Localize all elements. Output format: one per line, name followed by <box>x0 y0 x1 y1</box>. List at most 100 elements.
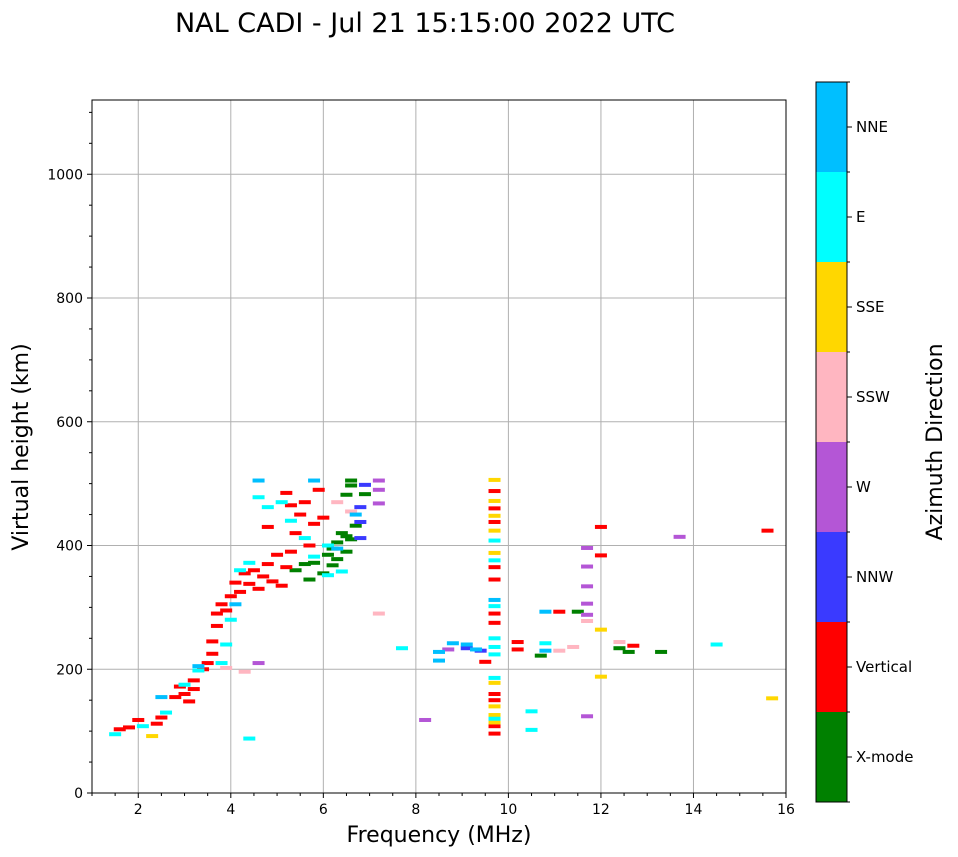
echo-mark-x-mode <box>345 483 358 488</box>
echo-mark-vertical <box>488 611 501 616</box>
echo-mark-w <box>372 501 385 506</box>
echo-mark-ssw <box>345 509 358 514</box>
echo-mark-e <box>192 668 205 673</box>
echo-mark-vertical <box>594 524 607 529</box>
echo-mark-ssw <box>331 500 344 505</box>
echo-mark-e <box>525 709 538 714</box>
echo-mark-vertical <box>187 687 200 692</box>
echo-mark-sse <box>488 720 501 725</box>
data-marks <box>109 477 779 741</box>
echo-mark-e <box>710 642 723 647</box>
echo-mark-sse <box>594 627 607 632</box>
echo-mark-w <box>581 601 594 606</box>
echo-mark-vertical <box>206 639 219 644</box>
echo-mark-vertical <box>169 695 182 700</box>
x-tick-label: 10 <box>499 802 517 818</box>
echo-mark-nne <box>539 609 552 614</box>
echo-mark-vertical <box>594 553 607 558</box>
x-tick-label: 6 <box>319 802 328 818</box>
echo-mark-w <box>581 612 594 617</box>
chart-title: NAL CADI - Jul 21 15:15:00 2022 UTC <box>175 8 675 39</box>
echo-mark-w <box>372 487 385 492</box>
echo-mark-e <box>488 636 501 641</box>
echo-mark-vertical <box>132 717 145 722</box>
colorbar-label: E <box>856 208 865 226</box>
echo-mark-e <box>539 641 552 646</box>
echo-mark-x-mode <box>298 562 311 567</box>
echo-mark-nne <box>539 648 552 653</box>
echo-mark-vertical <box>257 574 270 579</box>
y-tick-label: 800 <box>56 291 83 307</box>
colorbar-swatch <box>816 352 847 442</box>
echo-mark-e <box>321 573 334 578</box>
echo-mark-vertical <box>113 727 126 732</box>
echo-mark-vertical <box>479 659 492 664</box>
echo-mark-vertical <box>275 583 288 588</box>
echo-mark-nne <box>460 642 473 647</box>
echo-mark-w <box>419 717 432 722</box>
colorbar-label: SSE <box>856 298 885 316</box>
echo-mark-x-mode <box>321 552 334 557</box>
colorbar-label: W <box>856 478 871 496</box>
colorbar-label: NNE <box>856 118 888 136</box>
echo-mark-x-mode <box>340 549 353 554</box>
echo-mark-e <box>488 538 501 543</box>
echo-mark-vertical <box>261 524 274 529</box>
echo-mark-nnw <box>354 519 367 524</box>
echo-mark-nne <box>229 602 242 607</box>
echo-mark-vertical <box>488 565 501 570</box>
echo-mark-x-mode <box>340 492 353 497</box>
echo-mark-nnw <box>354 536 367 541</box>
echo-mark-x-mode <box>349 523 362 528</box>
echo-mark-vertical <box>289 531 302 536</box>
echo-mark-vertical <box>627 643 640 648</box>
echo-mark-sse <box>488 550 501 555</box>
echo-mark-vertical <box>284 503 297 508</box>
colorbar-swatch <box>816 622 847 712</box>
echo-mark-e <box>109 732 122 737</box>
echo-mark-vertical <box>123 725 136 730</box>
echo-mark-vertical <box>488 577 501 582</box>
echo-mark-e <box>284 518 297 523</box>
x-tick-label: 4 <box>226 802 235 818</box>
y-tick-label: 0 <box>74 786 83 802</box>
echo-mark-ssw <box>238 669 251 674</box>
plot-area: 2 4 6 8 10 12 14 16 0 200 400 600 800 1000 <box>47 99 795 818</box>
echo-mark-x-mode <box>331 557 344 562</box>
echo-mark-x-mode <box>622 649 635 654</box>
colorbar-swatch <box>816 262 847 352</box>
echo-mark-vertical <box>183 699 196 704</box>
echo-mark-x-mode <box>345 478 358 483</box>
echo-mark-vertical <box>229 580 242 585</box>
colorbar: X-mode Vertical NNW W SSW SSE E NNE <box>815 81 913 803</box>
echo-mark-vertical <box>303 543 316 548</box>
echo-mark-vertical <box>210 611 223 616</box>
echo-mark-nnw <box>460 646 473 651</box>
echo-mark-nne <box>349 512 362 517</box>
echo-mark-nne <box>308 478 321 483</box>
colorbar-swatch <box>816 172 847 262</box>
y-tick-label: 1000 <box>47 167 83 183</box>
echo-mark-vertical <box>488 698 501 703</box>
echo-mark-vertical <box>201 661 214 666</box>
plot-background <box>92 100 786 793</box>
echo-mark-e <box>335 569 348 574</box>
echo-mark-vertical <box>238 571 251 576</box>
echo-mark-x-mode <box>340 534 353 539</box>
echo-mark-vertical <box>247 568 260 573</box>
echo-mark-vertical <box>220 608 233 613</box>
echo-mark-vertical <box>187 678 200 683</box>
echo-mark-e <box>215 661 228 666</box>
colorbar-swatch <box>816 532 847 622</box>
echo-mark-e <box>252 495 265 500</box>
echo-mark-nnw <box>358 482 371 487</box>
echo-mark-e <box>488 675 501 680</box>
echo-mark-vertical <box>243 581 256 586</box>
echo-mark-x-mode <box>331 540 344 545</box>
echo-mark-vertical <box>488 620 501 625</box>
x-tick-label: 12 <box>592 802 610 818</box>
echo-mark-w <box>581 564 594 569</box>
echo-mark-x-mode <box>308 560 321 565</box>
echo-mark-e <box>243 736 256 741</box>
